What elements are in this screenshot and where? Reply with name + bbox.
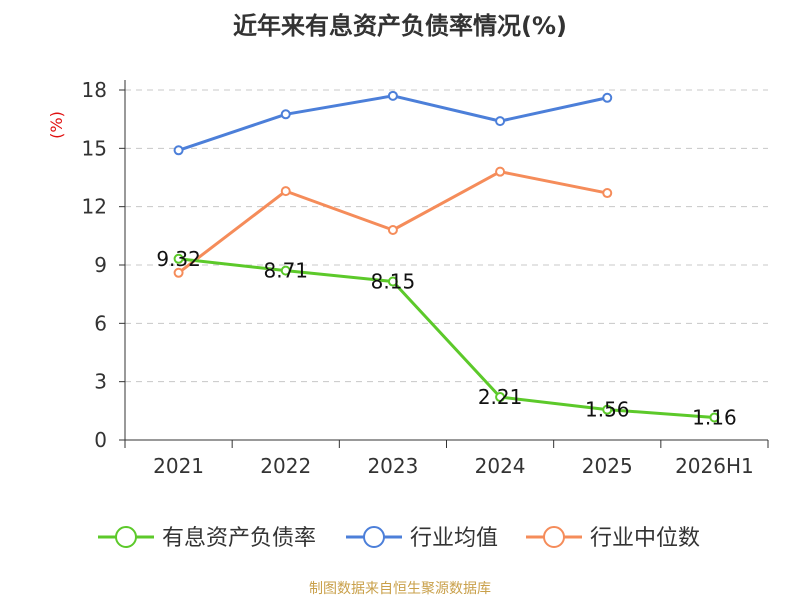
data-label: 1.56	[585, 398, 630, 422]
data-point	[387, 90, 398, 101]
data-point	[280, 186, 291, 197]
y-tick-label: 15	[82, 136, 107, 160]
data-point	[602, 188, 613, 199]
data-point	[173, 253, 184, 264]
data-label: 1.16	[692, 405, 737, 429]
x-tick-label: 2021	[153, 454, 204, 478]
y-tick-label: 0	[94, 428, 107, 452]
legend-label: 有息资产负债率	[162, 526, 316, 551]
data-label: 2.21	[478, 385, 523, 409]
legend-marker	[115, 526, 137, 548]
data-point	[173, 267, 184, 278]
data-point	[495, 116, 506, 127]
legend-label: 行业中位数	[590, 526, 700, 551]
data-label: 8.15	[371, 270, 416, 294]
data-label: 9.32	[156, 247, 201, 271]
series-line	[178, 94, 608, 152]
legend-marker	[543, 526, 565, 548]
x-tick-label: 2023	[367, 454, 418, 478]
data-point	[280, 109, 291, 120]
y-tick-label: 9	[94, 253, 107, 277]
chart-title: 近年来有息资产负债率情况(%)	[233, 12, 567, 40]
y-tick-label: 6	[94, 311, 107, 335]
data-point	[709, 412, 720, 423]
x-tick-label: 2022	[260, 454, 311, 478]
y-tick-label: 12	[82, 195, 107, 219]
y-axis-label: (%)	[47, 111, 66, 139]
legend-label: 行业均值	[410, 526, 498, 551]
data-point	[602, 404, 613, 415]
data-point	[495, 166, 506, 177]
x-tick-label: 2026H1	[675, 454, 754, 478]
data-point	[173, 145, 184, 156]
x-tick-label: 2025	[582, 454, 633, 478]
data-point	[387, 225, 398, 235]
data-label: 8.71	[263, 259, 308, 283]
data-point	[602, 92, 613, 103]
data-point	[280, 265, 291, 276]
source-note: 制图数据来自恒生聚源数据库	[309, 581, 491, 597]
series-line	[178, 257, 715, 419]
x-tick-label: 2024	[475, 454, 526, 478]
legend-marker	[363, 526, 385, 548]
y-tick-label: 18	[82, 78, 107, 102]
series-line	[177, 170, 608, 274]
y-tick-label: 3	[94, 370, 107, 394]
data-point	[387, 276, 398, 287]
data-point	[495, 392, 506, 403]
